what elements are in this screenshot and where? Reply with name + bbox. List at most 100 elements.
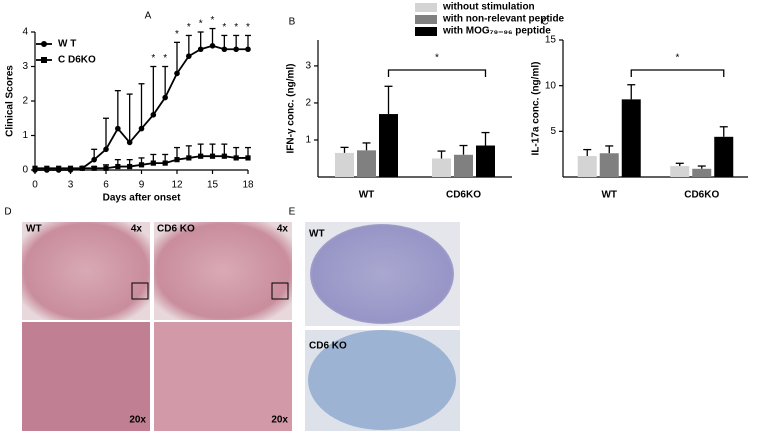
point — [197, 46, 204, 53]
point — [115, 125, 121, 132]
point — [115, 163, 121, 170]
y-tick-label: 10 — [545, 80, 557, 91]
point — [91, 165, 97, 171]
point — [245, 46, 251, 53]
significance-star: * — [435, 53, 439, 64]
y-tick-label: 15 — [545, 35, 557, 46]
bar — [357, 150, 376, 177]
significance-bracket — [387, 69, 487, 77]
x-tick-label: 3 — [68, 180, 74, 191]
significance-star: * — [175, 29, 179, 40]
point — [56, 165, 62, 171]
histology — [22, 222, 460, 431]
point — [186, 53, 192, 59]
image-label: CD6 KO — [157, 224, 195, 235]
y-tick-label: 2 — [305, 98, 311, 109]
significance-bracket — [630, 69, 725, 77]
point — [233, 155, 239, 161]
point — [198, 153, 204, 159]
y-tick-label: 0 — [22, 165, 28, 176]
point — [186, 155, 192, 161]
point — [67, 165, 74, 171]
image-label: 4x — [277, 224, 289, 235]
x-tick-label: 9 — [139, 180, 145, 191]
legend-swatch — [415, 27, 437, 36]
bar — [476, 145, 495, 177]
bar — [335, 152, 354, 177]
bar — [454, 154, 473, 177]
point — [32, 165, 38, 171]
point — [150, 112, 157, 118]
x-tick-label: CD6KO — [684, 190, 719, 201]
panel-label: E — [289, 207, 296, 218]
point — [221, 46, 228, 53]
y-tick-label: 5 — [550, 126, 556, 137]
image-label: CD6 KO — [309, 341, 347, 352]
point — [44, 165, 50, 171]
point — [245, 155, 251, 161]
point — [221, 153, 227, 159]
significance-star: * — [211, 15, 215, 26]
y-axis-label: IFN-γ conc. (ng/ml) — [286, 64, 297, 154]
point — [138, 125, 145, 132]
image-label: 20x — [271, 415, 288, 426]
panel-label: A — [145, 11, 152, 22]
x-tick-label: 6 — [103, 180, 109, 191]
legend-marker — [41, 41, 47, 47]
point — [209, 43, 216, 49]
point — [162, 160, 168, 166]
significance-star: * — [151, 53, 155, 64]
bar — [432, 158, 451, 177]
point — [103, 165, 109, 171]
y-tick-label: 1 — [305, 135, 311, 146]
point — [91, 156, 97, 163]
x-tick-label: CD6KO — [446, 190, 481, 201]
x-tick-label: WT — [359, 190, 375, 201]
point — [174, 70, 180, 77]
point — [209, 153, 216, 159]
point — [174, 157, 180, 163]
panel-label: B — [289, 17, 296, 28]
point — [103, 146, 109, 153]
bar — [379, 114, 398, 177]
point — [233, 46, 239, 53]
legend-swatch — [415, 15, 437, 24]
x-tick-label: 0 — [32, 180, 38, 191]
y-axis-label: IL-17a conc. (ng/ml) — [531, 62, 542, 156]
significance-star: * — [163, 53, 167, 64]
bar — [692, 168, 712, 177]
bar — [599, 153, 619, 177]
legend-label: without stimulation — [442, 2, 535, 13]
significance-star: * — [222, 22, 226, 33]
significance-star: * — [234, 22, 238, 33]
y-tick-label: 3 — [305, 61, 311, 72]
y-tick-label: 3 — [22, 61, 28, 72]
legend-label: with MOG₇₉₋₉₆ peptide — [442, 26, 551, 37]
significance-star: * — [676, 53, 680, 64]
legend-label: with non-relevant peptide — [442, 14, 565, 25]
image-label: 4x — [131, 224, 143, 235]
bar — [621, 99, 641, 177]
image-label: WT — [309, 229, 325, 240]
y-tick-label: 1 — [22, 130, 28, 141]
point — [127, 163, 133, 170]
point — [162, 94, 168, 101]
point — [126, 139, 133, 146]
y-tick-label: 4 — [22, 27, 28, 38]
x-axis-label: Days after onset — [103, 193, 181, 204]
legend-label: W T — [58, 39, 76, 50]
legend-marker — [41, 57, 47, 63]
image-label: WT — [26, 224, 42, 235]
significance-star: * — [246, 22, 250, 33]
x-tick-label: 15 — [207, 180, 219, 191]
panel-label: D — [4, 207, 11, 218]
legend-label: C D6KO — [58, 55, 96, 66]
bar — [670, 166, 690, 177]
significance-star: * — [187, 22, 191, 33]
bar — [714, 136, 734, 177]
point — [150, 160, 156, 166]
significance-star: * — [199, 19, 203, 30]
y-tick-label: 2 — [22, 96, 28, 107]
legend-swatch — [415, 3, 437, 12]
